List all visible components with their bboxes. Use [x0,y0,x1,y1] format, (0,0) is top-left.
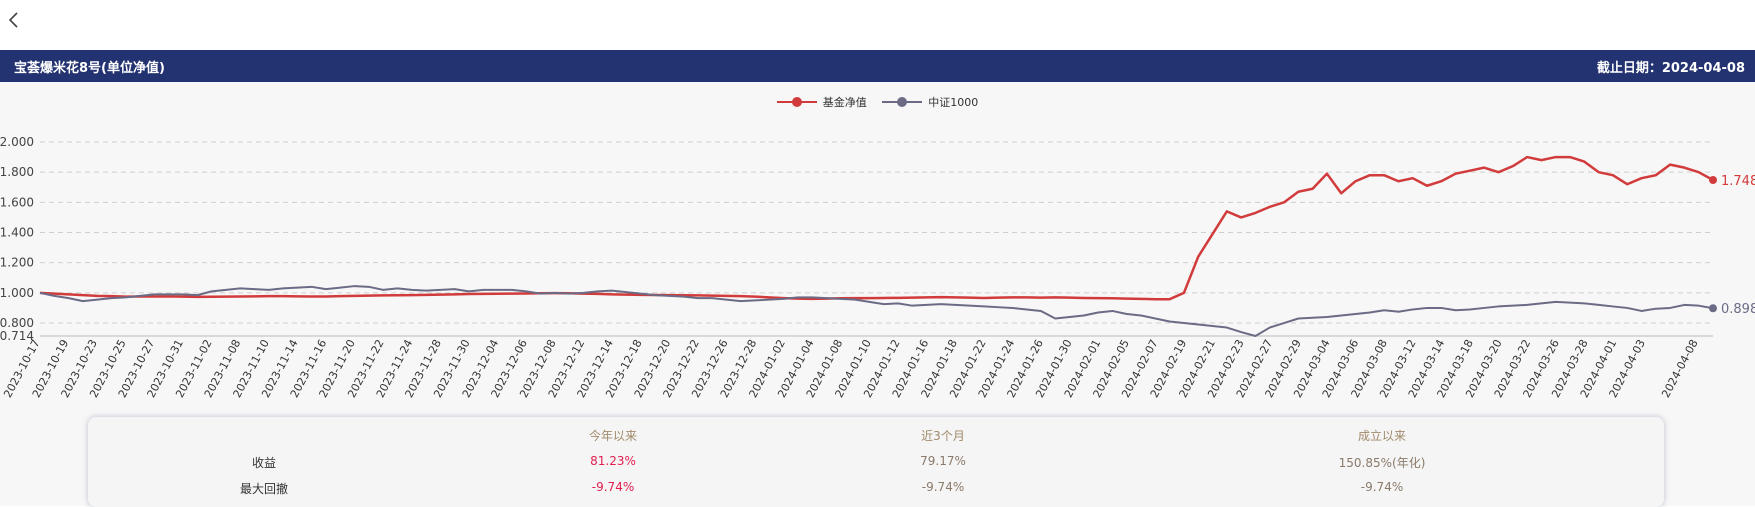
y-tick-label: 0.714 [0,329,34,343]
legend-fund-label: 基金净值 [822,96,867,109]
fund-nav-end-label: 1.748 [1721,174,1755,189]
stats-header-3m: 近3个月 [921,429,965,443]
fund-nav-series-line [39,155,1714,301]
stats-drawdown-inception: -9.74% [1360,480,1404,494]
y-tick-label: 1.600 [0,195,34,209]
chevron-left-icon[interactable] [4,10,24,30]
csi1000-endpoint [1709,304,1717,313]
csi1000-end-label: 0.898 [1721,302,1755,317]
y-tick-label: 1.000 [0,286,34,300]
csi1000-series-line [39,285,1714,337]
legend-csi1000[interactable]: 中证1000 [882,94,978,110]
as-of-date: 截止日期：2024-04-08 [1596,61,1745,76]
legend-csi1000-marker [882,97,923,107]
stats-return-3m: 79.17% [920,454,966,468]
stats-header-inception: 成立以来 [1357,429,1407,443]
stats-drawdown-3m: -9.74% [921,480,965,494]
y-tick-label: 1.800 [0,165,34,179]
fund-nav-endpoint [1709,176,1717,185]
stats-return-inception: 150.85%(年化) [1338,456,1426,470]
nav-line-chart: 2.000 1.800 1.600 1.400 1.200 1.000 0.8000.714… [0,135,1755,400]
stats-header-ytd: 今年以来 [588,429,638,443]
legend-fund-marker [776,97,817,107]
performance-stats-card: 今年以来 近3个月 成立以来 收益 81.23% 79.17% 150.85%(… [88,417,1664,507]
chart-legend: 基金净值 中证1000 [0,94,1755,111]
y-tick-label: 2.000 [0,135,34,149]
stats-row-return-label: 收益 [251,456,277,470]
header-bar: 宝荟爆米花8号(单位净值) 截止日期：2024-04-08 [0,50,1755,82]
back-button[interactable] [4,10,28,36]
legend-csi1000-label: 中证1000 [928,96,979,109]
legend-fund-nav[interactable]: 基金净值 [776,94,867,110]
stats-drawdown-ytd: -9.74% [591,480,635,494]
x-tick-label: 2024-04-08 [1659,337,1700,400]
page-title: 宝荟爆米花8号(单位净值) [14,61,165,76]
y-tick-label: 1.200 [0,256,34,270]
y-tick-label: 0.800 [0,316,34,330]
stats-row-drawdown-label: 最大回撤 [239,482,289,496]
y-tick-label: 1.400 [0,226,34,240]
stats-return-ytd: 81.23% [590,454,636,468]
